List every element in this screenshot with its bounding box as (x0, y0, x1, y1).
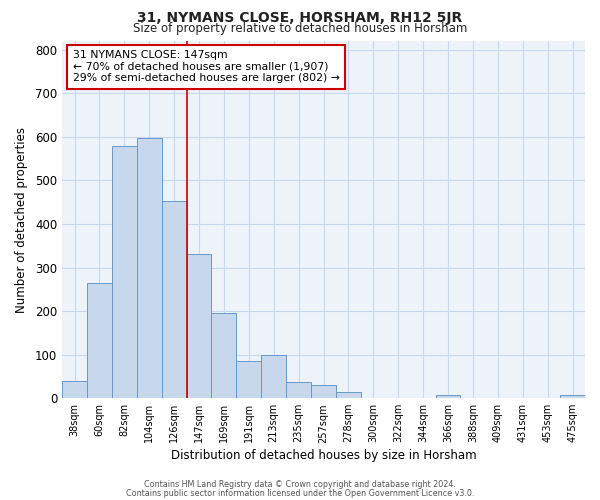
Bar (236, 361, 261, 398)
Bar (87, 283, 112, 398)
Text: 31, NYMANS CLOSE, HORSHAM, RH12 5JR: 31, NYMANS CLOSE, HORSHAM, RH12 5JR (137, 11, 463, 25)
Bar (137, 138, 161, 398)
Text: Size of property relative to detached houses in Horsham: Size of property relative to detached ho… (133, 22, 467, 35)
Text: 31 NYMANS CLOSE: 147sqm
← 70% of detached houses are smaller (1,907)
29% of semi: 31 NYMANS CLOSE: 147sqm ← 70% of detache… (73, 50, 340, 83)
Text: Contains HM Land Registry data © Crown copyright and database right 2024.: Contains HM Land Registry data © Crown c… (144, 480, 456, 489)
Bar (560, 395, 585, 398)
Bar (62, 381, 87, 398)
X-axis label: Distribution of detached houses by size in Horsham: Distribution of detached houses by size … (171, 450, 476, 462)
Bar (161, 202, 187, 398)
Bar (436, 394, 460, 398)
Bar (311, 384, 336, 398)
Y-axis label: Number of detached properties: Number of detached properties (15, 126, 28, 312)
Bar (286, 382, 311, 398)
Bar (261, 354, 286, 398)
Bar (211, 314, 236, 398)
Bar (112, 146, 137, 398)
Text: Contains public sector information licensed under the Open Government Licence v3: Contains public sector information licen… (126, 488, 474, 498)
Bar (336, 392, 361, 398)
Bar (187, 254, 211, 398)
